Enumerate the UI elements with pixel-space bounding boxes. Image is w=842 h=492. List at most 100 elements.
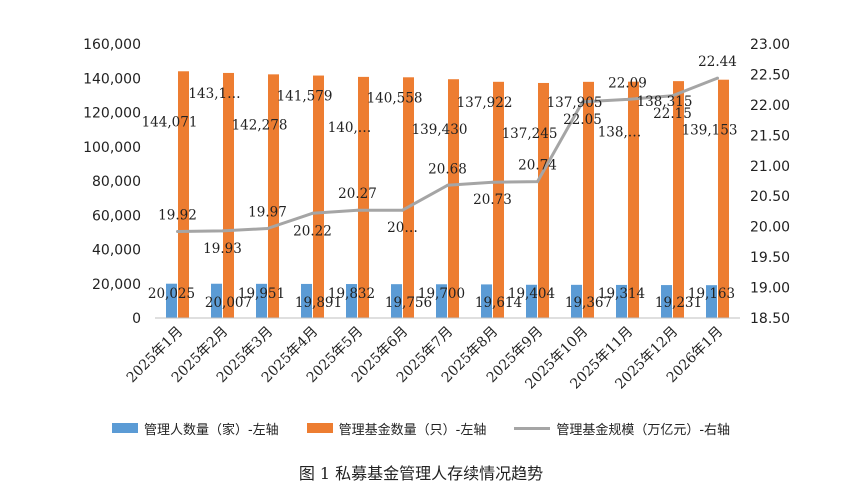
funds-bar — [268, 74, 279, 318]
x-axis: 2025年1月2025年2月2025年3月2025年4月2025年5月2025年… — [124, 324, 727, 393]
funds-bar — [448, 79, 459, 318]
funds-data-label: 137,922 — [457, 95, 513, 111]
legend-label-funds: 管理基金数量（只）-左轴 — [338, 422, 487, 438]
scale-data-label: 19.93 — [203, 241, 242, 257]
funds-data-label: 139,430 — [412, 122, 468, 138]
managers-bar — [481, 284, 492, 318]
managers-bar — [616, 284, 627, 318]
scale-data-label: 22.15 — [653, 106, 692, 122]
scale-point — [581, 100, 584, 104]
funds-bar — [493, 81, 504, 318]
scale-point — [356, 208, 359, 212]
scale-data-label: 20.74 — [518, 158, 557, 174]
legend: 管理人数量（家）-左轴 管理基金数量（只）-左轴 管理基金规模（万亿元）-右轴 — [0, 416, 842, 440]
managers-bar — [661, 285, 672, 318]
funds-data-label: 142,278 — [232, 117, 288, 133]
left-tick-label: 60,000 — [92, 208, 141, 224]
figure-caption: 图 1 私募基金管理人存续情况趋势 — [298, 464, 544, 483]
funds-data-label: 137,905 — [547, 95, 603, 111]
funds-bar — [628, 81, 639, 318]
managers-data-label: 19,404 — [508, 286, 555, 302]
left-tick-label: 80,000 — [92, 174, 141, 190]
right-tick-label: 20.50 — [750, 189, 790, 205]
scale-data-label: 19.92 — [158, 208, 197, 224]
managers-data-label: 19,367 — [565, 295, 612, 311]
managers-data-label: 19,163 — [688, 286, 735, 302]
scale-data-label: 22.09 — [608, 75, 647, 91]
right-tick-label: 18.50 — [750, 311, 790, 327]
left-tick-label: 20,000 — [92, 277, 141, 293]
legend-label-scale: 管理基金规模（万亿元）-右轴 — [556, 422, 731, 438]
left-tick-label: 120,000 — [83, 106, 141, 122]
right-axis: 18.50 19.00 19.50 20.00 20.50 21.00 21.50 22.00… — [750, 37, 790, 327]
funds-data-label: 144,071 — [142, 114, 198, 130]
managers-bar — [211, 283, 222, 318]
scale-point — [176, 230, 179, 234]
managers-data-label: 19,756 — [385, 295, 432, 311]
funds-data-label: 141,579 — [277, 89, 333, 105]
managers-data-label: 19,832 — [328, 286, 375, 302]
scale-point — [401, 208, 404, 212]
managers-data-label: 19,614 — [475, 295, 522, 311]
right-tick-label: 22.50 — [750, 67, 790, 83]
funds-bar — [178, 71, 189, 318]
managers-bar — [526, 284, 537, 318]
scale-data-label: 20.73 — [473, 192, 512, 208]
chart: 020,00040,00060,00080,000100,000120,0001… — [83, 37, 790, 393]
managers-data-label: 19,951 — [238, 286, 285, 302]
funds-bar — [673, 81, 684, 318]
managers-data-label: 20,007 — [205, 295, 252, 311]
funds-data-label: 138,… — [598, 125, 642, 141]
scale-point — [626, 97, 629, 101]
left-tick-label: 140,000 — [83, 71, 141, 87]
managers-bar — [346, 284, 357, 318]
funds-bar — [718, 79, 729, 318]
scale-point — [446, 183, 449, 187]
funds-bar — [403, 77, 414, 318]
funds-bar — [538, 82, 549, 319]
funds-data-label: 143,1… — [188, 86, 240, 102]
scale-point — [671, 94, 674, 98]
legend-swatch-scale — [514, 426, 551, 430]
scale-data-label: 20.22 — [293, 223, 332, 239]
scale-data-label: 22.05 — [563, 112, 602, 128]
funds-series — [178, 71, 729, 319]
scale-point — [221, 229, 224, 233]
scale-point — [536, 180, 539, 184]
scale-data-label: 20.27 — [338, 186, 377, 202]
legend-label-managers: 管理人数量（家）-左轴 — [143, 422, 279, 438]
scale-point — [311, 211, 314, 215]
right-tick-label: 19.00 — [750, 281, 790, 297]
legend-swatch-managers — [111, 423, 138, 433]
legend-item-funds: 管理基金数量（只）-左轴 — [306, 419, 487, 438]
legend-item-managers: 管理人数量（家）-左轴 — [111, 419, 279, 438]
left-tick-label: 100,000 — [83, 140, 141, 156]
right-tick-label: 21.00 — [750, 159, 790, 175]
scale-point — [491, 180, 494, 184]
funds-data-label: 140,… — [328, 120, 372, 136]
scale-data-label: 19.97 — [248, 204, 287, 220]
scale-point — [266, 226, 269, 230]
managers-bar — [706, 285, 717, 318]
managers-bar — [571, 284, 582, 318]
scale-point — [716, 76, 719, 80]
scale-data-label: 20.68 — [428, 161, 467, 177]
right-tick-label: 22.00 — [750, 98, 790, 114]
managers-bar — [436, 284, 447, 318]
funds-data-label: 140,558 — [367, 90, 423, 106]
funds-data-label: 137,245 — [502, 126, 558, 142]
scale-series — [176, 76, 719, 234]
funds-bar — [313, 75, 324, 318]
managers-series — [166, 283, 717, 318]
managers-data-label: 19,314 — [598, 286, 645, 302]
funds-data-label: 139,153 — [682, 123, 738, 139]
left-axis: 0 20,000 40,000 60,000 80,000 100,000 120,000 1… — [83, 37, 141, 327]
managers-data-label: 20,025 — [148, 286, 195, 302]
funds-bar — [223, 72, 234, 318]
managers-data-label: 19,891 — [295, 295, 342, 311]
right-tick-label: 20.00 — [750, 220, 790, 236]
funds-bar — [583, 81, 594, 319]
managers-bar — [166, 283, 177, 318]
right-tick-label: 21.50 — [750, 128, 790, 144]
